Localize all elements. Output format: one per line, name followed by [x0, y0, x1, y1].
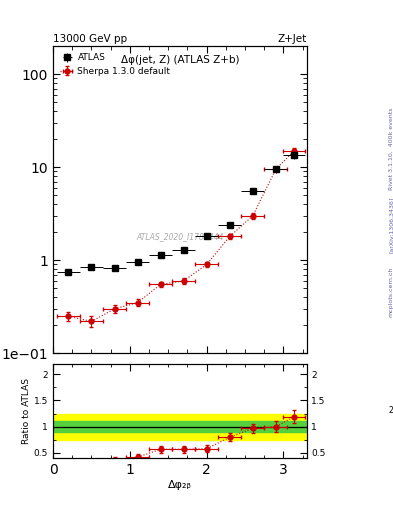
Text: Z+Jet: Z+Jet [277, 33, 307, 44]
Text: mcplots.cern.ch: mcplots.cern.ch [389, 267, 393, 317]
Text: 2: 2 [389, 407, 393, 415]
Text: Rivet 3.1.10,  400k events: Rivet 3.1.10, 400k events [389, 107, 393, 190]
Legend: ATLAS, Sherpa 1.3.0 default: ATLAS, Sherpa 1.3.0 default [57, 51, 173, 78]
Y-axis label: Ratio to ATLAS: Ratio to ATLAS [22, 378, 31, 444]
Text: Δφ(jet, Z) (ATLAS Z+b): Δφ(jet, Z) (ATLAS Z+b) [121, 55, 239, 66]
Text: [arXiv:1306.3436]: [arXiv:1306.3436] [389, 197, 393, 253]
X-axis label: Δφ₂ᵦ: Δφ₂ᵦ [168, 480, 192, 490]
Text: 13000 GeV pp: 13000 GeV pp [53, 33, 127, 44]
Text: ATLAS_2020_I1788444: ATLAS_2020_I1788444 [136, 232, 224, 241]
